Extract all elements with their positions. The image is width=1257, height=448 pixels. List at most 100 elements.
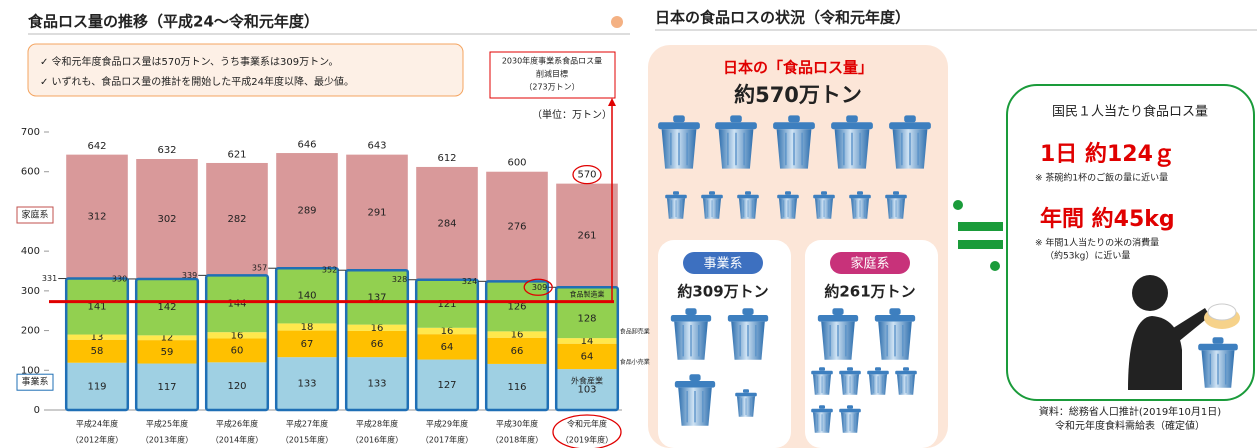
can <box>885 191 907 219</box>
business-total: 357 <box>252 264 267 273</box>
can <box>715 115 757 168</box>
x-tick-label: 平成24年度 <box>76 419 118 429</box>
value-label: 133 <box>367 379 386 390</box>
value-label: 127 <box>437 380 456 391</box>
legend-label: 外食産業 <box>571 376 603 386</box>
value-label: 18 <box>301 322 314 333</box>
can <box>839 405 861 433</box>
business-total: 339 <box>182 271 197 280</box>
can <box>658 115 700 168</box>
source: 令和元年度食料需給表（確定値） <box>1055 419 1205 432</box>
value-label: 116 <box>507 382 526 393</box>
group-label: 家庭系 <box>21 209 48 221</box>
can <box>777 191 799 219</box>
icon <box>611 16 623 28</box>
can <box>665 191 687 219</box>
business-total: 331 <box>42 274 57 283</box>
can <box>811 367 833 395</box>
source: 資料：総務省人口推計(2019年10月1日) <box>1039 405 1221 418</box>
page: 食品ロス量の推移（平成24〜令和元年度） ✓ 令和元年度食品ロス量は570万トン… <box>0 0 1257 448</box>
x-tick-sublabel: （2013年度） <box>141 435 193 445</box>
y-tick-label: 300 <box>21 286 40 297</box>
value-label: 64 <box>441 342 454 353</box>
value-label: 58 <box>91 346 104 357</box>
can <box>773 115 815 168</box>
household-amount: 約261万トン <box>824 283 915 301</box>
value-label: 140 <box>297 291 316 302</box>
value-label: 133 <box>297 379 316 390</box>
can <box>813 191 835 219</box>
value-label: 291 <box>367 207 386 218</box>
y-tick-label: 700 <box>21 127 40 138</box>
can <box>675 374 715 426</box>
value-label: 60 <box>231 345 244 356</box>
legend-label: 食品製造業 <box>570 289 605 298</box>
can <box>728 308 768 360</box>
yearly-note: （約53kg）に近い量 <box>1045 250 1130 262</box>
equals <box>953 200 1003 271</box>
value-label: 117 <box>157 382 176 393</box>
daily: 1日 約124ｇ <box>1040 141 1175 167</box>
note-box <box>28 44 463 96</box>
y-tick-label: 0 <box>34 405 40 416</box>
arrow-head <box>608 98 616 106</box>
value-label: 141 <box>87 302 106 313</box>
value-label: 59 <box>161 347 174 358</box>
value-label: 302 <box>157 214 176 225</box>
target-label: （273万トン） <box>524 83 579 92</box>
note: ✓ いずれも、食品ロス量の推計を開始した平成24年度以降、最少値。 <box>40 75 354 88</box>
yearly-note: ※ 年間1人当たりの米の消費量 <box>1035 237 1159 249</box>
unit: （単位：万トン） <box>532 108 612 121</box>
note: ✓ 令和元年度食品ロス量は570万トン、うち事業系は309万トン。 <box>40 55 339 68</box>
business-total: 309 <box>532 283 547 292</box>
can <box>735 389 757 417</box>
value-label: 119 <box>87 381 106 392</box>
can <box>671 308 711 360</box>
x-tick-label: 令和元年度 <box>567 419 607 429</box>
total-label: 643 <box>367 141 386 152</box>
can <box>849 191 871 219</box>
can <box>831 115 873 168</box>
group-label: 事業系 <box>21 376 48 388</box>
value-label: 312 <box>87 212 106 223</box>
legend-label: 食品小売業 <box>620 358 650 366</box>
can <box>889 115 931 168</box>
per-capita-heading: 国民１人当たり食品ロス量 <box>1052 104 1208 120</box>
total-label: 570 <box>577 170 596 181</box>
total-label: 642 <box>87 141 106 152</box>
x-tick-label: 平成26年度 <box>216 419 258 429</box>
value-label: 103 <box>577 385 596 396</box>
x-tick-label: 平成28年度 <box>356 419 398 429</box>
value-label: 128 <box>577 314 596 325</box>
target-label: 2030年度事業系食品ロス量 <box>502 56 602 66</box>
total-label: 600 <box>507 158 526 169</box>
x-tick-sublabel: （2018年度） <box>491 435 543 445</box>
x-tick-label: 平成27年度 <box>286 419 328 429</box>
can <box>811 405 833 433</box>
value-label: 276 <box>507 222 526 233</box>
total: 約570万トン <box>734 83 862 107</box>
y-tick-label: 600 <box>21 167 40 178</box>
x-tick-sublabel: （2015年度） <box>281 435 333 445</box>
can <box>737 191 759 219</box>
x-tick-label: 平成25年度 <box>146 419 188 429</box>
value-label: 284 <box>437 218 456 229</box>
x-tick-sublabel: （2019年度） <box>561 435 613 445</box>
can <box>895 367 917 395</box>
value-label: 64 <box>581 351 594 362</box>
can <box>875 308 915 360</box>
x-tick-label: 平成29年度 <box>426 419 468 429</box>
x-tick-label: 平成30年度 <box>496 419 538 429</box>
chart-title: 食品ロス量の推移（平成24〜令和元年度） <box>28 13 319 31</box>
target-label: 削減目標 <box>536 69 568 79</box>
x-tick-sublabel: （2016年度） <box>351 435 403 445</box>
can <box>839 367 861 395</box>
value-label: 142 <box>157 302 176 313</box>
business-total: 330 <box>112 274 127 283</box>
business-total: 324 <box>462 277 477 286</box>
total-label: 621 <box>227 149 246 160</box>
total-label: 646 <box>297 139 316 150</box>
value-label: 289 <box>297 205 316 216</box>
value-label: 120 <box>227 381 246 392</box>
legend-label: 食品卸売業 <box>620 328 650 336</box>
